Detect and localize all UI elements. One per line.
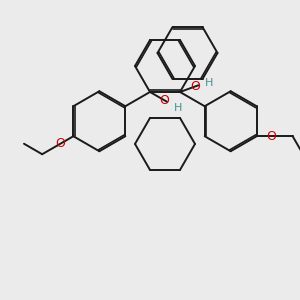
Text: O: O: [267, 130, 277, 143]
Text: O: O: [56, 137, 65, 150]
Text: O: O: [159, 94, 169, 107]
Text: H: H: [205, 78, 213, 88]
Text: O: O: [190, 80, 200, 93]
Text: H: H: [174, 103, 182, 113]
